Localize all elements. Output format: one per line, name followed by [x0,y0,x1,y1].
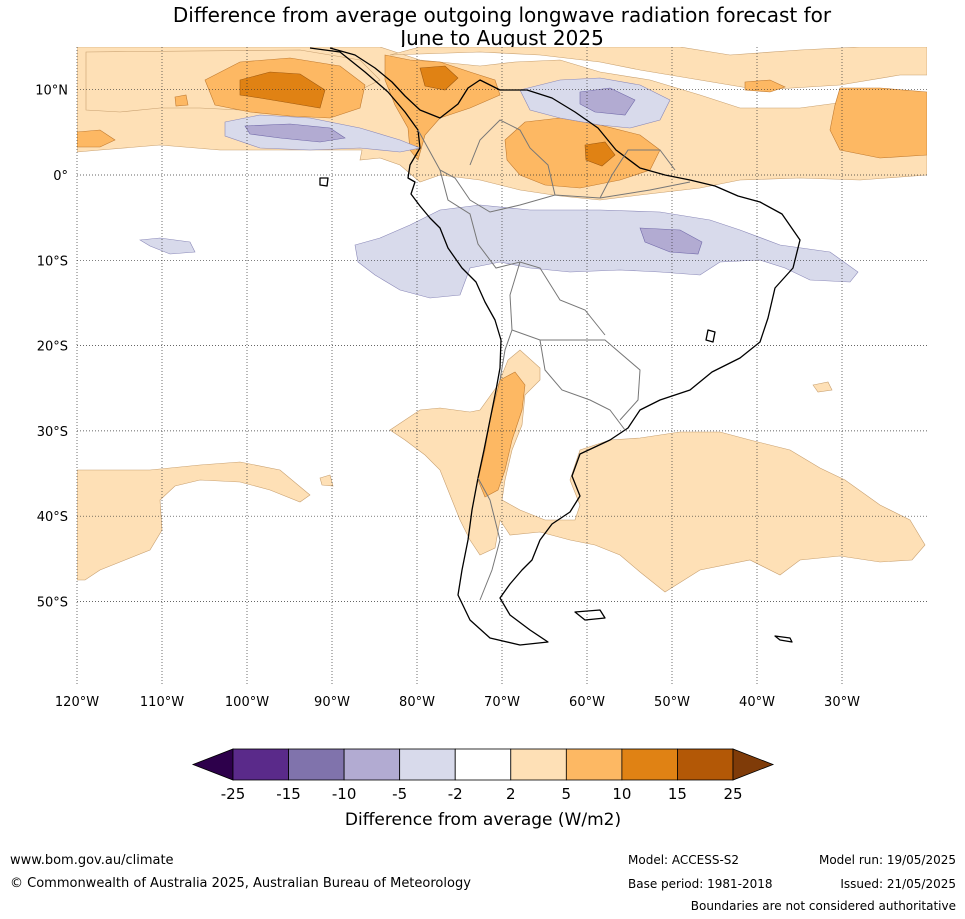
model-text: Model: ACCESS-S2 [628,853,740,867]
copyright-text: © Commonwealth of Australia 2025, Austra… [10,876,471,891]
latitude-label: 20°S [37,340,68,355]
colorbar-segment [677,748,734,781]
longitude-label: 60°W [569,695,605,710]
colorbar-tick-label: 15 [668,785,687,803]
colorbar-segment [399,748,456,781]
longitude-label: 120°W [55,695,99,710]
colorbar-extend-high [732,748,775,781]
colorbar-tick-label: -5 [392,785,407,803]
colorbar-tick-label: -2 [448,785,463,803]
longitude-label: 110°W [140,695,184,710]
issued-text: Issued: 21/05/2025 [840,877,956,891]
latitude-label: 0° [53,169,68,184]
country-borders [417,119,691,601]
website-link[interactable]: www.bom.gov.au/climate [10,853,174,868]
graticule [76,47,927,685]
latitude-label: 30°S [37,425,68,440]
title-line-2: June to August 2025 [400,26,604,50]
colorbar-tick-label: 5 [562,785,572,803]
colorbar-label: Difference from average (W/m2) [345,810,621,830]
base-period-text: Base period: 1981-2018 [628,877,773,891]
longitude-label: 70°W [484,695,520,710]
colorbar-tick-labels: -25 -15 -10 -5 -2 2 5 10 15 25 [221,785,743,803]
longitude-label: 90°W [314,695,350,710]
disclaimer-text: Boundaries are not considered authoritat… [690,899,956,913]
colorbar-segment [232,748,289,781]
colorbar-extend-low [191,748,234,781]
latitude-label: 10°N [35,84,68,99]
colorbar-tick-label: 25 [723,785,742,803]
colorbar-segment [621,748,678,781]
longitude-labels: 120°W 110°W 100°W 90°W 80°W 70°W 60°W 50°W 40°W 3… [55,695,860,710]
colorbar-tick-label: -15 [276,785,301,803]
latitude-label: 10°S [37,254,68,269]
colorbar-segment [343,748,401,781]
coastline [309,47,801,646]
longitude-label: 40°W [739,695,775,710]
chart-title: Difference from average outgoing longwav… [77,4,927,50]
latitude-label: 50°S [37,596,68,611]
colorbar-segment [510,748,567,781]
colorbar-tick-label: 10 [612,785,631,803]
anomaly-10-to-15 [239,65,616,167]
colorbar-segment [565,748,623,781]
longitude-label: 100°W [225,695,269,710]
model-run-text: Model run: 19/05/2025 [818,853,956,867]
colorbar-segment [288,748,345,781]
colorbar-segment [454,748,512,781]
colorbar [191,748,775,781]
latitude-label: 40°S [37,510,68,525]
longitude-label: 50°W [654,695,690,710]
longitude-label: 30°W [824,695,860,710]
colorbar-tick-label: -10 [332,785,357,803]
latitude-labels: 10°N 0° 10°S 20°S 30°S 40°S 50°S [35,84,68,611]
title-line-1: Difference from average outgoing longwav… [172,3,832,27]
anomaly-minus-10-to-minus-5 [244,87,703,255]
colorbar-tick-label: -25 [221,785,246,803]
colorbar-tick-label: 2 [506,785,516,803]
longitude-label: 80°W [399,695,435,710]
